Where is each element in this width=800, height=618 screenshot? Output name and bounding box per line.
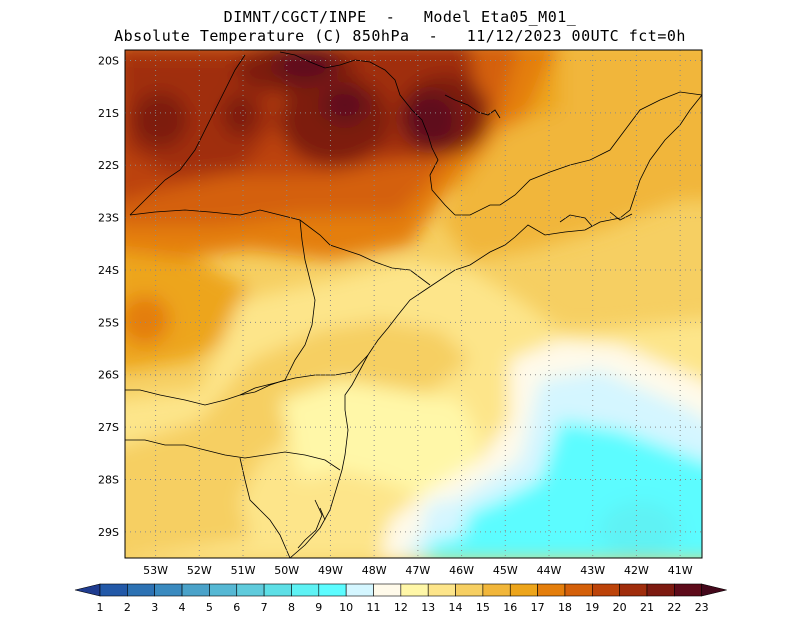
colorbar-arrow-low	[74, 583, 101, 597]
graticule	[125, 50, 702, 558]
colorbar-swatch	[318, 583, 347, 597]
map-title-line-1: DIMNT/CGCT/INPE - Model Eta05_M01_	[223, 8, 577, 26]
colorbar-tick-label: 16	[503, 601, 517, 614]
colorbar-swatch	[564, 583, 593, 597]
colorbar-swatch	[345, 583, 374, 597]
map-title-line-2: Absolute Temperature (C) 850hPa - 11/12/…	[114, 27, 686, 45]
colorbar-swatch	[646, 583, 675, 597]
colorbar-tick-label: 20	[613, 601, 627, 614]
colorbar-swatch	[127, 583, 155, 597]
colorbar-tick-label: 18	[558, 601, 572, 614]
lat-label: 27S	[98, 421, 119, 434]
colorbar-swatch	[181, 583, 210, 597]
lat-label: 28S	[98, 473, 119, 486]
colorbar-swatch	[674, 583, 702, 597]
colorbar-swatch	[263, 583, 292, 597]
colorbar-tick-label: 14	[449, 601, 463, 614]
colorbar-labels: 1 2 3 4 5 6 7 8 9 10 11 12 13 14 15 16 17 18 19 20 21 22 23	[97, 601, 709, 614]
state-boundary-pr-sc	[239, 354, 369, 396]
map-frame	[124, 49, 703, 559]
colorbar-tick-label: 8	[288, 601, 295, 614]
lon-label: 48W	[362, 564, 387, 577]
lon-label: 49W	[318, 564, 343, 577]
colorbar-tick-label: 6	[233, 601, 240, 614]
lon-label: 46W	[449, 564, 474, 577]
temperature-field	[125, 50, 702, 558]
lon-label: 50W	[274, 564, 299, 577]
lon-label: 43W	[580, 564, 605, 577]
colorbar-tick-label: 3	[151, 601, 158, 614]
colorbar-tick-label: 2	[124, 601, 131, 614]
colorbar-swatch	[400, 583, 429, 597]
lon-label: 52W	[187, 564, 212, 577]
colorbar-swatch	[236, 583, 265, 597]
lat-label: 23S	[98, 212, 119, 225]
colorbar-tick-label: 23	[695, 601, 709, 614]
lat-label: 21S	[98, 107, 119, 120]
lon-label: 41W	[668, 564, 693, 577]
lon-label: 47W	[405, 564, 430, 577]
lat-label: 25S	[98, 316, 119, 329]
colorbar-arrow-high	[701, 583, 727, 597]
colorbar-tick-label: 15	[476, 601, 490, 614]
colorbar-tick-label: 1	[97, 601, 104, 614]
lat-label: 24S	[98, 264, 119, 277]
colorbar-tick-label: 5	[206, 601, 213, 614]
colorbar-swatch	[455, 583, 484, 597]
state-boundary-sp-mg	[279, 51, 456, 216]
state-boundary-sp-ms	[129, 54, 246, 216]
colorbar-tick-label: 12	[394, 601, 408, 614]
state-boundary-sc-rs	[125, 439, 341, 471]
colorbar-swatch	[482, 583, 511, 597]
coastline	[289, 94, 702, 558]
colorbar-tick-label: 10	[339, 601, 353, 614]
lon-label: 53W	[143, 564, 168, 577]
lon-label: 45W	[493, 564, 518, 577]
colorbar-tick-label: 11	[367, 601, 381, 614]
colorbar-swatch	[537, 583, 566, 597]
colorbar-swatch	[591, 583, 620, 597]
lat-label: 29S	[98, 526, 119, 539]
colorbar-swatch	[509, 583, 538, 597]
colorbar-tick-label: 9	[315, 601, 322, 614]
latitude-labels: 20S 21S 22S 23S 24S 25S 26S 27S 28S 29S	[98, 54, 119, 538]
colorbar-tick-label: 17	[531, 601, 545, 614]
colorbar-swatch	[99, 583, 128, 597]
colorbar-tick-label: 22	[667, 601, 681, 614]
colorbar-tick-label: 13	[421, 601, 435, 614]
colorbar-swatch	[619, 583, 648, 597]
geography-layer	[125, 51, 702, 558]
state-boundary-sp-pr	[239, 209, 431, 286]
colorbar-swatch	[427, 583, 456, 597]
colorbar-swatch	[154, 583, 183, 597]
colorbar-swatch	[373, 583, 402, 597]
colorbar-swatch	[291, 583, 320, 597]
colorbar-tick-label: 21	[640, 601, 654, 614]
lat-label: 22S	[98, 159, 119, 172]
lon-label: 51W	[231, 564, 256, 577]
colorbar-tick-label: 7	[261, 601, 268, 614]
colorbar-tick-label: 19	[585, 601, 599, 614]
colorbar-swatch	[209, 583, 238, 597]
lat-label: 26S	[98, 369, 119, 382]
longitude-labels: 53W 52W 51W 50W 49W 48W 47W 46W 45W 44W 43W 42W 41W	[143, 564, 693, 577]
colorbar	[74, 583, 727, 597]
lon-label: 42W	[624, 564, 649, 577]
colorbar-tick-label: 4	[179, 601, 186, 614]
lat-label: 20S	[98, 54, 119, 67]
lon-label: 44W	[537, 564, 562, 577]
